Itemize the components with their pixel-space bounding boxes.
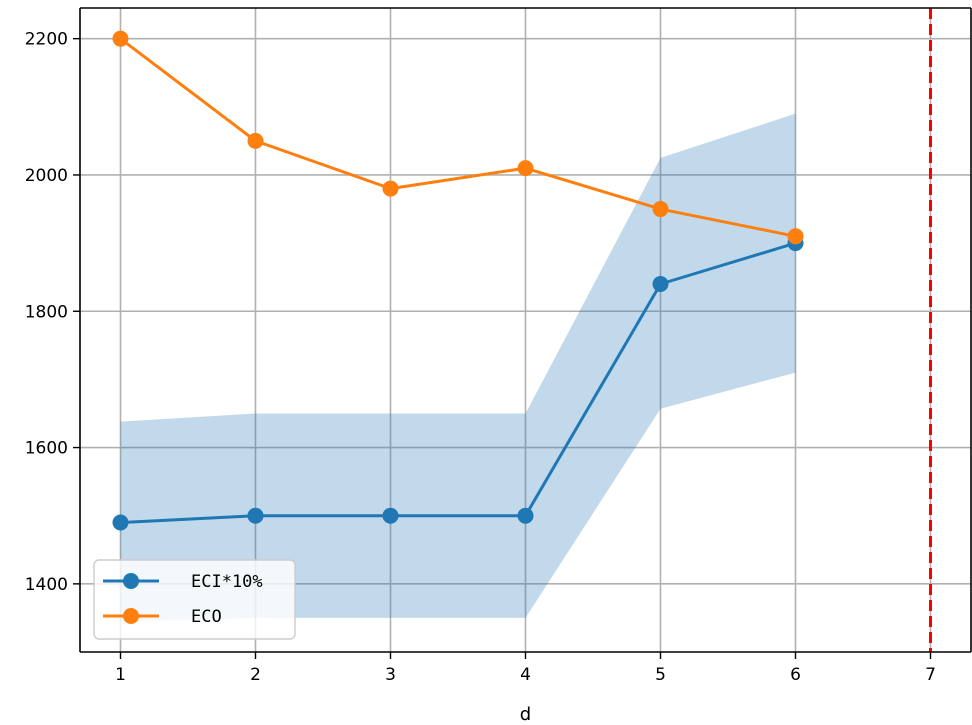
series	[112, 30, 804, 531]
legend: ECI*10% ECO	[93, 559, 296, 640]
x-tick-label: 2	[250, 665, 261, 685]
data-point	[382, 180, 399, 197]
y-tick-label: 1400	[25, 575, 68, 595]
x-tick-label: 7	[925, 665, 936, 685]
x-tick-label: 5	[655, 665, 666, 685]
data-point	[112, 514, 129, 531]
legend-label: ECI*10%	[191, 572, 263, 592]
data-point	[517, 507, 534, 524]
x-tick-label: 6	[790, 665, 801, 685]
data-point	[247, 507, 264, 524]
x-tick-label: 1	[115, 665, 126, 685]
grid	[80, 8, 971, 652]
y-tick-label: 1600	[25, 439, 68, 459]
confidence-bands	[120, 113, 796, 622]
confidence-band	[120, 113, 796, 622]
y-tick-label: 2200	[25, 30, 68, 50]
y-tick-label: 1800	[25, 302, 68, 322]
x-axis-label: d	[520, 704, 531, 725]
legend-swatch-marker	[123, 573, 139, 589]
x-tick-label: 4	[520, 665, 531, 685]
legend-swatch-marker	[123, 608, 139, 624]
data-point	[517, 160, 534, 177]
data-point	[112, 30, 129, 47]
legend-label: ECO	[191, 607, 222, 627]
data-point	[247, 132, 264, 149]
x-tick-label: 3	[385, 665, 396, 685]
series-line	[120, 241, 796, 525]
axes: 1 2 3 4 5 6 7 1400 1600 1800 2000 2200 d	[25, 7, 972, 725]
series-line	[119, 37, 796, 238]
y-tick-label: 2000	[25, 166, 68, 186]
data-point	[787, 228, 804, 245]
data-point	[382, 507, 399, 524]
data-point	[652, 276, 669, 292]
data-point	[652, 201, 669, 218]
